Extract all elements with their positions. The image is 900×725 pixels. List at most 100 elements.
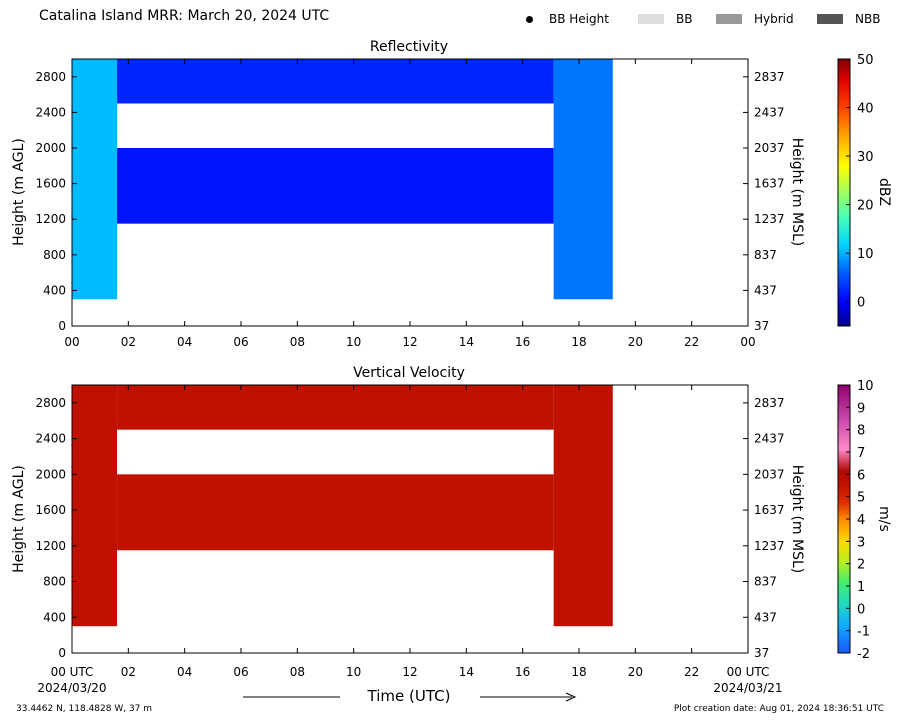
legend-swatch bbox=[638, 14, 664, 24]
y-tick-label: 2000 bbox=[35, 467, 66, 481]
y-right-tick-label: 1237 bbox=[754, 212, 785, 226]
legend-label: NBB bbox=[855, 12, 881, 26]
y-tick-label: 2400 bbox=[35, 432, 66, 446]
y-axis-label: Height (m AGL) bbox=[11, 465, 27, 573]
x-axis-label: Time (UTC) bbox=[367, 687, 451, 705]
colorbar-tick-label: 3 bbox=[857, 535, 865, 550]
colorbar bbox=[837, 58, 851, 327]
y-tick-label: 1200 bbox=[35, 212, 66, 226]
y-right-tick-label: 837 bbox=[754, 575, 777, 589]
y-tick-label: 2800 bbox=[35, 70, 66, 84]
y-right-tick-label: 437 bbox=[754, 283, 777, 297]
y-tick-label: 800 bbox=[43, 575, 66, 589]
colorbar-tick-label: -2 bbox=[857, 647, 870, 662]
y-right-tick-label: 1237 bbox=[754, 539, 785, 553]
y-tick-label: 800 bbox=[43, 248, 66, 262]
colorbar-tick-label: -1 bbox=[857, 625, 870, 640]
colorbar-label: dBZ bbox=[876, 178, 892, 206]
x-tick-label: 20 bbox=[628, 665, 643, 679]
y-axis-right: 37 437 837 1237 1637 2037 2437 2837 bbox=[743, 396, 785, 660]
colorbar-tick-label: 20 bbox=[857, 199, 874, 214]
legend-label: BB bbox=[676, 12, 693, 26]
x-date-start: 2024/03/20 bbox=[37, 681, 106, 695]
colorbar-ticks: -2 -1 0 1 2 3 4 5 6 7 8 9 10 bbox=[846, 379, 874, 662]
x-tick-label: 10 bbox=[346, 665, 361, 679]
page-title: Catalina Island MRR: March 20, 2024 UTC bbox=[39, 8, 330, 24]
y-tick-label: 2800 bbox=[35, 396, 66, 410]
colorbar-tick-label: 10 bbox=[857, 247, 874, 262]
y-axis-right-label: Height (m MSL) bbox=[789, 465, 805, 574]
vertical-velocity-panel: Vertical Velocity 00 UTC 02 04 06 08 10 12 14 16… bbox=[11, 365, 892, 705]
colorbar-tick-label: 1 bbox=[857, 580, 865, 595]
arrow-right-icon bbox=[565, 692, 577, 702]
y-tick-label: 2400 bbox=[35, 105, 66, 119]
echo-region bbox=[117, 385, 554, 430]
x-axis: 00 UTC 02 04 06 08 10 12 14 16 18 20 22 00 UTC bbox=[51, 385, 770, 679]
plot-creation-date: Plot creation date: Aug 01, 2024 18:36:5… bbox=[673, 704, 884, 714]
x-tick-label: 00 UTC bbox=[51, 665, 94, 679]
y-tick-label: 1200 bbox=[35, 539, 66, 553]
y-right-tick-label: 437 bbox=[754, 610, 777, 624]
y-right-tick-label: 2837 bbox=[754, 70, 785, 84]
x-tick-label: 08 bbox=[290, 335, 305, 349]
x-tick-label: 16 bbox=[515, 335, 530, 349]
y-axis-left: 0 400 800 1200 1600 2000 2400 2800 bbox=[35, 70, 77, 333]
y-tick-label: 1600 bbox=[35, 503, 66, 517]
echo-region bbox=[553, 385, 613, 627]
y-axis-left: 0 400 800 1200 1600 2000 2400 2800 bbox=[35, 396, 77, 660]
y-right-tick-label: 2037 bbox=[754, 141, 785, 155]
colorbar-tick-label: 50 bbox=[857, 53, 874, 68]
x-tick-label: 14 bbox=[459, 335, 474, 349]
panel-title: Reflectivity bbox=[370, 39, 448, 55]
y-tick-label: 0 bbox=[58, 319, 66, 333]
station-location: 33.4462 N, 118.4828 W, 37 m bbox=[16, 704, 153, 714]
x-tick-label: 00 bbox=[740, 335, 755, 349]
x-tick-label: 00 UTC bbox=[727, 665, 770, 679]
x-tick-label: 06 bbox=[233, 665, 248, 679]
x-tick-label: 12 bbox=[402, 665, 417, 679]
legend-item-bb: BB bbox=[638, 12, 692, 26]
echo-region bbox=[72, 385, 118, 627]
colorbar-tick-label: 10 bbox=[857, 379, 874, 394]
legend-label: BB Height bbox=[549, 12, 609, 26]
y-axis-label: Height (m AGL) bbox=[11, 138, 27, 246]
x-tick-label: 14 bbox=[459, 665, 474, 679]
legend-label: Hybrid bbox=[754, 12, 794, 26]
x-tick-label: 18 bbox=[571, 335, 586, 349]
echo-region bbox=[553, 59, 613, 300]
colorbar-label: m/s bbox=[876, 506, 892, 532]
reflectivity-panel: Reflectivity 00 02 04 06 08 10 12 14 16 18 20 22 00 … bbox=[11, 39, 892, 349]
legend-item-hybrid: Hybrid bbox=[716, 12, 794, 26]
y-right-tick-label: 837 bbox=[754, 248, 777, 262]
echo-region bbox=[117, 474, 554, 551]
colorbar-tick-label: 0 bbox=[857, 296, 865, 311]
y-axis-right-label: Height (m MSL) bbox=[789, 138, 805, 247]
echo-region bbox=[117, 148, 554, 224]
colorbar-tick-label: 2 bbox=[857, 558, 865, 573]
y-tick-label: 400 bbox=[43, 610, 66, 624]
x-tick-label: 02 bbox=[121, 665, 136, 679]
colorbar-tick-label: 9 bbox=[857, 401, 865, 416]
legend-swatch bbox=[716, 14, 742, 24]
y-axis-right: 37 437 837 1237 1637 2037 2437 2837 bbox=[743, 70, 785, 333]
y-right-tick-label: 37 bbox=[754, 319, 769, 333]
colorbar-tick-label: 7 bbox=[857, 446, 865, 461]
y-tick-label: 400 bbox=[43, 283, 66, 297]
colorbar-tick-label: 6 bbox=[857, 468, 865, 483]
x-tick-label: 16 bbox=[515, 665, 530, 679]
echo-region bbox=[117, 59, 554, 104]
y-right-tick-label: 2437 bbox=[754, 105, 785, 119]
colorbar-ticks: 0 10 20 30 40 50 bbox=[846, 53, 874, 311]
x-tick-label: 00 bbox=[64, 335, 79, 349]
legend-swatch bbox=[817, 14, 843, 24]
colorbar-tick-label: 30 bbox=[857, 150, 874, 165]
y-tick-label: 2000 bbox=[35, 141, 66, 155]
colorbar-tick-label: 4 bbox=[857, 513, 865, 528]
colorbar-tick-label: 0 bbox=[857, 602, 865, 617]
x-tick-label: 08 bbox=[290, 665, 305, 679]
panel-title: Vertical Velocity bbox=[353, 365, 465, 381]
x-tick-label: 22 bbox=[684, 335, 699, 349]
x-tick-label: 12 bbox=[402, 335, 417, 349]
x-axis: 00 02 04 06 08 10 12 14 16 18 20 22 00 bbox=[64, 59, 756, 349]
